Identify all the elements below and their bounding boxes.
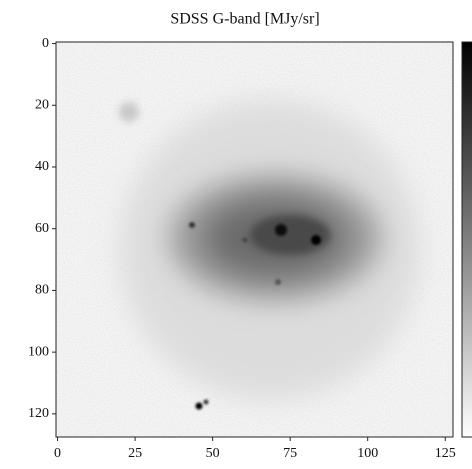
y-tick-label: 80 [35, 283, 49, 298]
y-tick-label: 100 [28, 344, 49, 359]
y-tick-label: 0 [42, 36, 49, 51]
y-tick-label: 40 [35, 159, 49, 174]
image [56, 42, 453, 437]
x-tick-label: 100 [357, 446, 378, 461]
x-tick-label: 0 [54, 446, 61, 461]
y-tick-label: 20 [35, 97, 49, 112]
y-tick-label: 60 [35, 221, 49, 236]
y-tick-label: 120 [28, 406, 49, 421]
x-tick-label: 125 [435, 446, 456, 461]
chart-title: SDSS G-band [MJy/sr] [170, 11, 319, 28]
x-tick-label: 25 [128, 446, 142, 461]
plot-frame [55, 41, 454, 438]
colorbar [461, 41, 472, 438]
x-tick-label: 75 [283, 446, 297, 461]
x-tick-label: 50 [206, 446, 220, 461]
